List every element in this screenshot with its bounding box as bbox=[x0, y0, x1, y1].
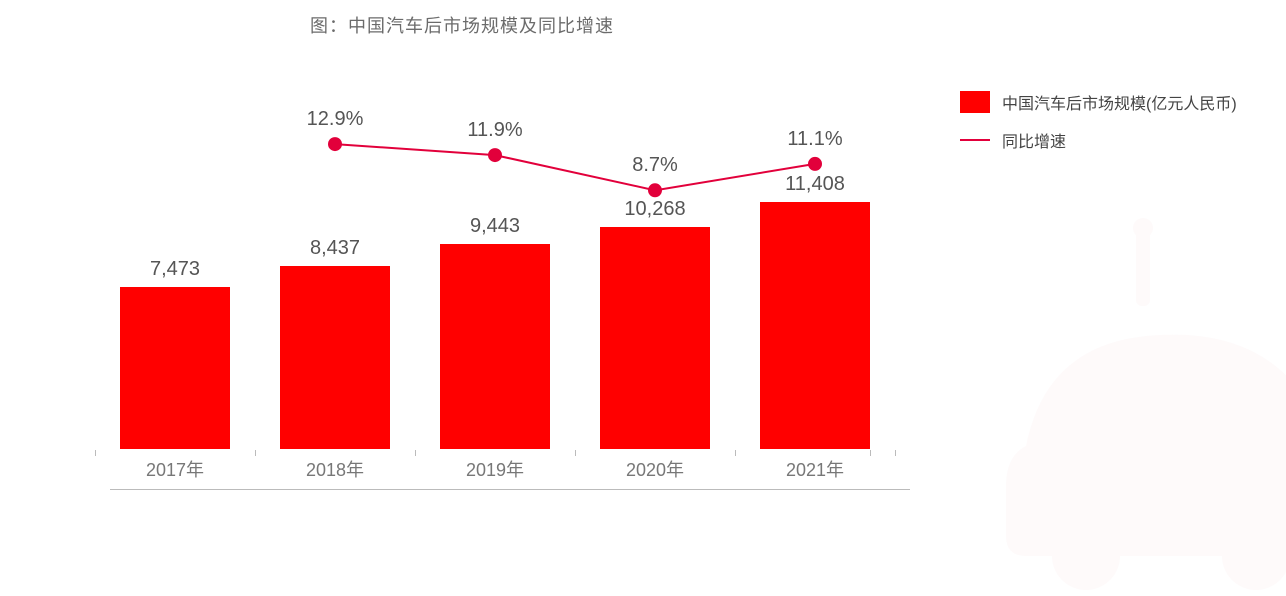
x-tick bbox=[735, 450, 736, 456]
legend-item-bar: 中国汽车后市场规模(亿元人民币) bbox=[960, 90, 1237, 114]
x-tick bbox=[95, 450, 96, 456]
x-category-label: 2018年 bbox=[306, 456, 364, 482]
bar-value-label: 7,473 bbox=[150, 258, 200, 281]
legend: 中国汽车后市场规模(亿元人民币) 同比增速 bbox=[960, 90, 1237, 166]
x-tick bbox=[895, 450, 896, 456]
x-category-label: 2019年 bbox=[466, 456, 524, 482]
legend-swatch-bar bbox=[960, 91, 990, 113]
x-category-label: 2020年 bbox=[626, 456, 684, 482]
x-tick bbox=[575, 450, 576, 456]
bar bbox=[760, 202, 870, 449]
legend-swatch-line bbox=[960, 139, 990, 141]
legend-label-bar: 中国汽车后市场规模(亿元人民币) bbox=[1002, 90, 1237, 114]
bar-value-label: 8,437 bbox=[310, 237, 360, 260]
x-tick bbox=[255, 450, 256, 456]
car-silhouette-icon bbox=[986, 216, 1286, 596]
bar bbox=[280, 266, 390, 449]
chart-title: 图：中国汽车后市场规模及同比增速 bbox=[310, 12, 614, 38]
bar-value-label: 9,443 bbox=[470, 215, 520, 238]
bar bbox=[600, 227, 710, 449]
growth-pct-label: 8.7% bbox=[632, 154, 678, 177]
x-category-label: 2021年 bbox=[786, 456, 844, 482]
bar bbox=[440, 244, 550, 449]
bar-value-label: 10,268 bbox=[624, 198, 685, 221]
bar-value-label: 11,408 bbox=[785, 173, 845, 196]
x-tick bbox=[415, 450, 416, 456]
legend-item-line: 同比增速 bbox=[960, 128, 1237, 152]
bar bbox=[120, 287, 230, 449]
growth-pct-label: 11.1% bbox=[787, 128, 842, 151]
growth-pct-label: 11.9% bbox=[467, 119, 522, 142]
x-tick bbox=[870, 450, 871, 456]
chart-area: 7,473 2017年 8,437 2018年 9,443 2019年 10,268 2020… bbox=[110, 60, 910, 530]
x-category-label: 2017年 bbox=[146, 456, 204, 482]
plot-region: 7,473 2017年 8,437 2018年 9,443 2019年 10,268 2020… bbox=[110, 60, 910, 490]
growth-pct-label: 12.9% bbox=[307, 108, 364, 131]
legend-label-line: 同比增速 bbox=[1002, 128, 1066, 152]
